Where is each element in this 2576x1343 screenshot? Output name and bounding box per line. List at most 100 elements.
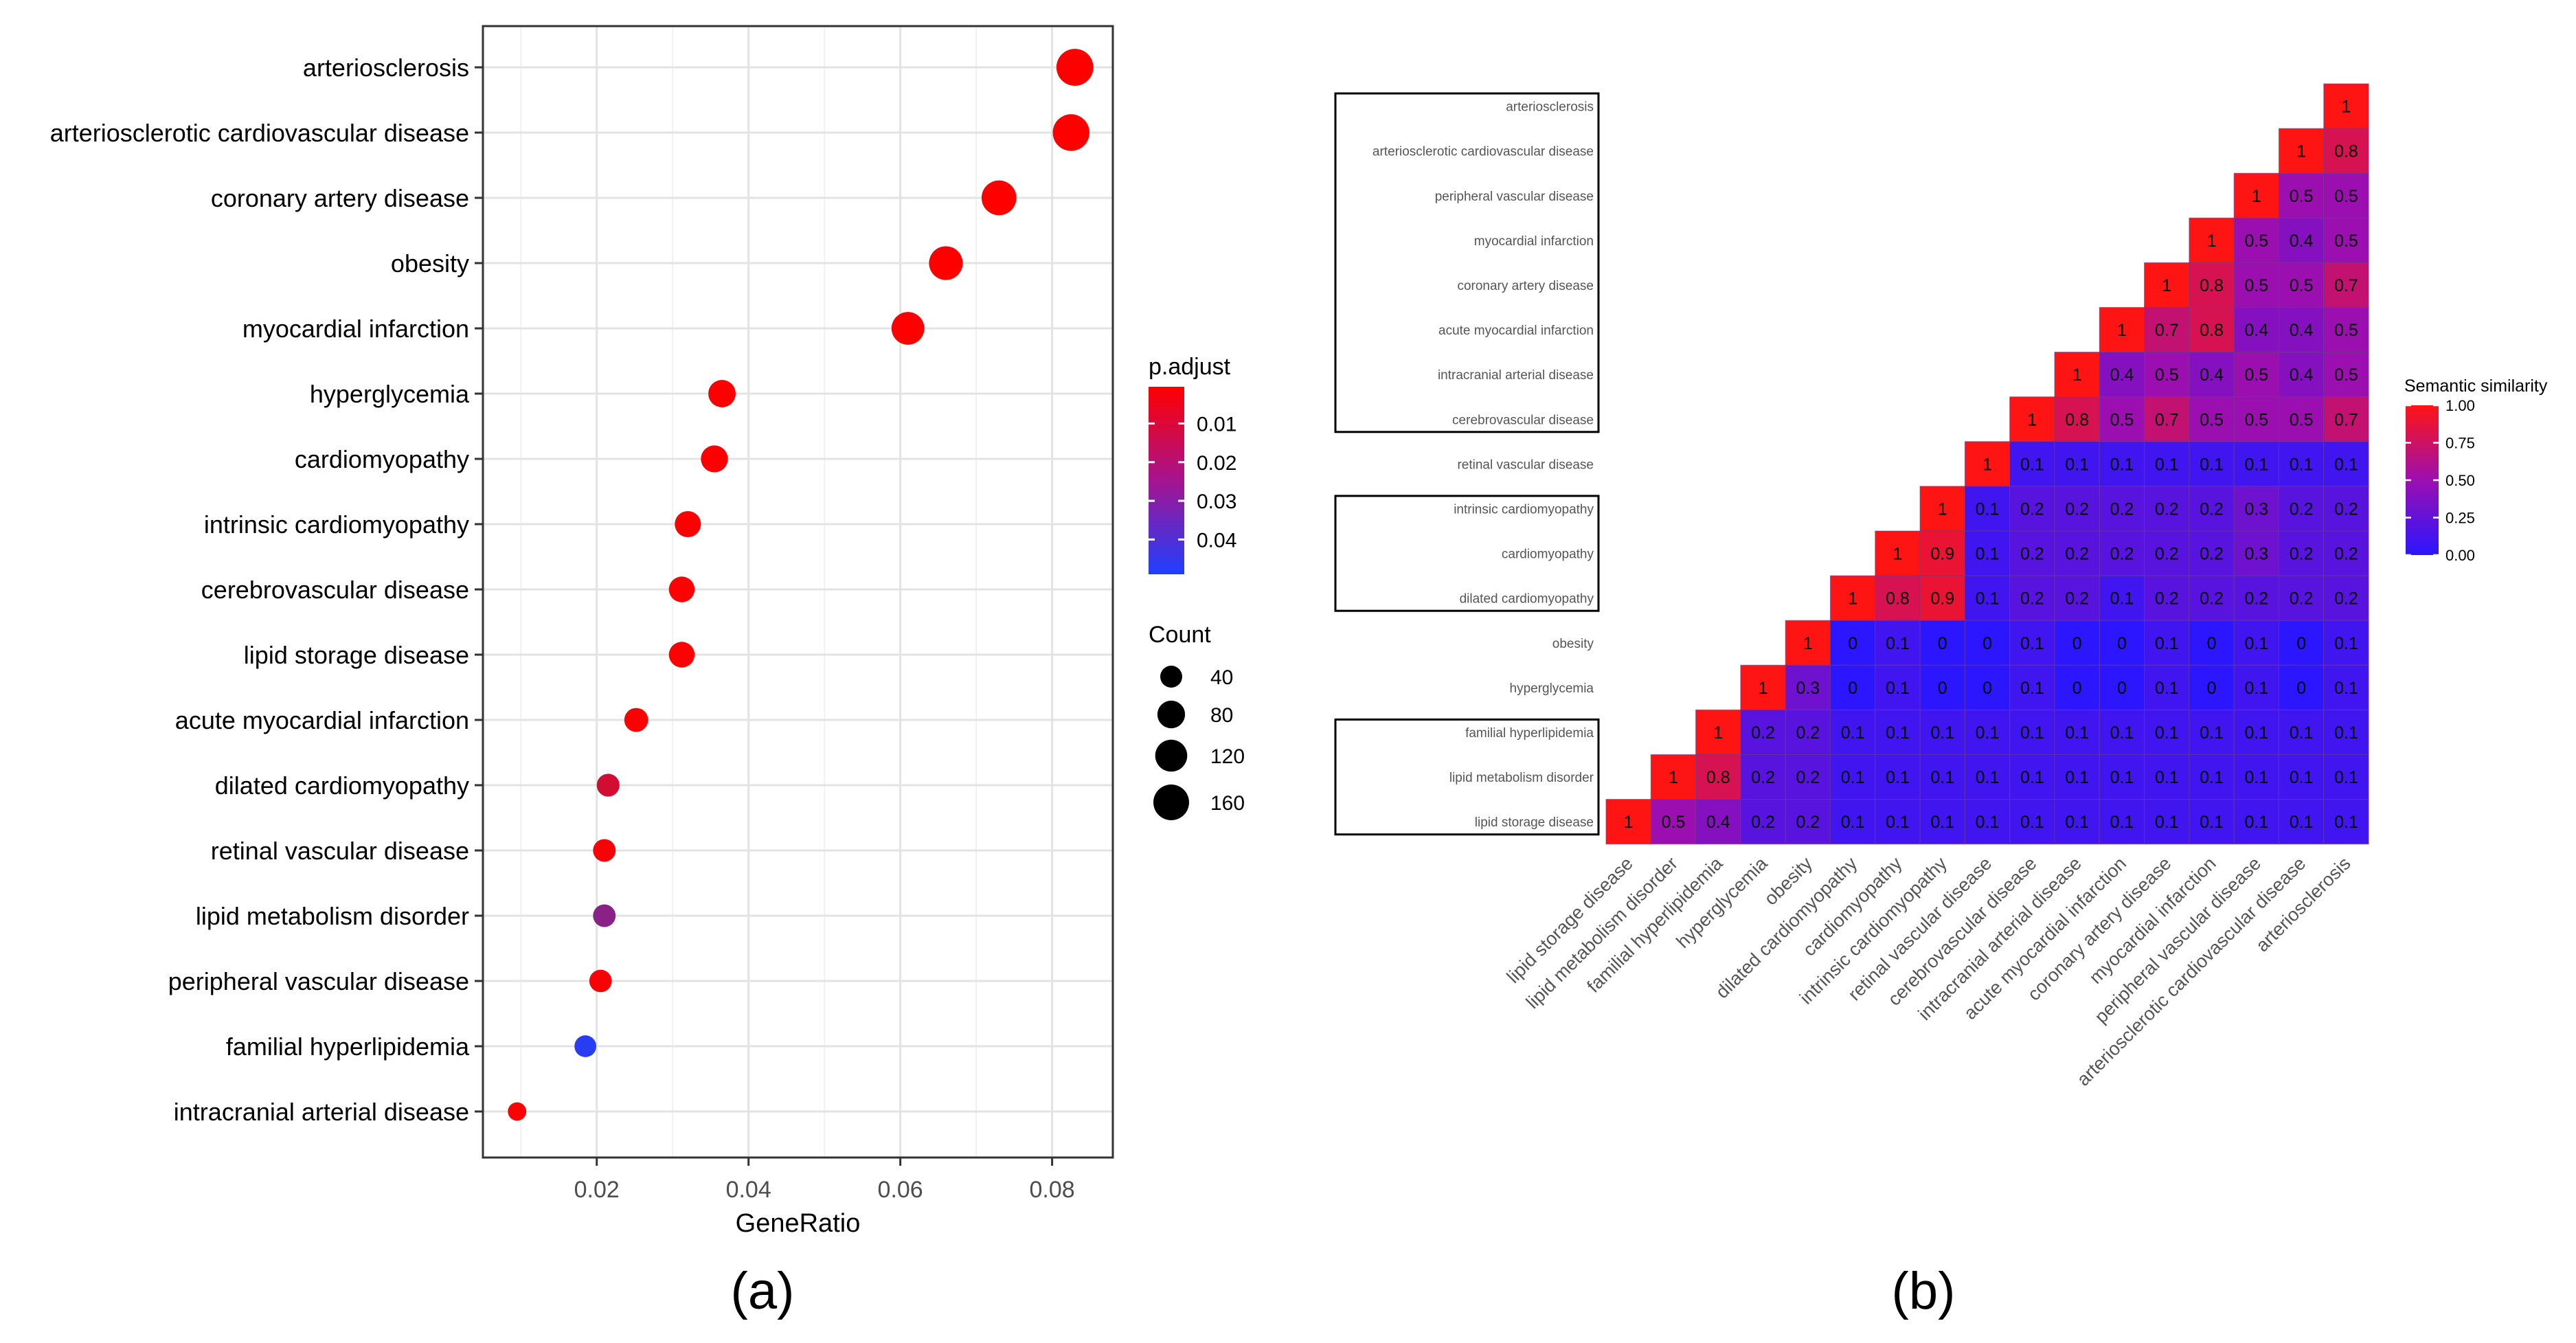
heatmap-cell-label: 0.2	[1796, 723, 1820, 743]
heatmap-cell-label: 0.5	[2110, 410, 2134, 429]
heatmap-cell	[2144, 664, 2190, 710]
data-point	[593, 839, 616, 862]
y-tick-label: dilated cardiomyopathy	[215, 771, 469, 800]
dotplot-panel: 0.02 0.04 0.06 0.08 GeneRatio arteriosclerosi…	[50, 25, 1245, 1238]
heatmap-cell	[2009, 575, 2055, 621]
color-legend-label: 0.03	[1197, 490, 1236, 513]
heatmap-cell-label: 0.8	[2200, 321, 2224, 340]
heatmap-cell-label: 0.5	[2200, 410, 2224, 429]
heatmap-cell-label: 0.2	[2200, 499, 2224, 519]
heatmap-cell	[2189, 530, 2235, 576]
heatmap-cell	[2099, 351, 2145, 398]
heatmap-cell-label: 0.3	[2244, 499, 2268, 519]
heatmap-cell	[1875, 620, 1921, 666]
heatmap-cell-label: 0.2	[1751, 723, 1775, 743]
heatmap-legend-label: 0.25	[2445, 510, 2475, 527]
heatmap-cell-label: 0.4	[2290, 321, 2314, 340]
heatmap-cell	[2323, 798, 2369, 845]
x-axis-title: GeneRatio	[736, 1209, 861, 1238]
heatmap-cell	[2323, 620, 2369, 666]
y-tick-label: familial hyperlipidemia	[226, 1032, 470, 1061]
heatmap-cell	[2144, 754, 2190, 800]
heatmap-cell	[2323, 172, 2369, 218]
heatmap-cell-label: 0	[1938, 634, 1947, 653]
heatmap-cell-label: 0	[2072, 634, 2082, 653]
heatmap-cell-label: 0.1	[2020, 634, 2044, 653]
heatmap-cell	[1964, 664, 2011, 710]
row-label: dilated cardiomyopathy	[1460, 592, 1594, 607]
heatmap-cell	[2189, 798, 2235, 845]
heatmap-legend-label: 1.00	[2445, 397, 2475, 414]
row-label: lipid metabolism disorder	[1449, 771, 1594, 785]
heatmap-cell	[2144, 709, 2190, 756]
heatmap-cell	[2233, 664, 2280, 710]
heatmap-cell-label: 0	[2117, 679, 2127, 698]
heatmap-cell-label: 0.7	[2155, 410, 2179, 429]
heatmap-cell-label: 1	[1803, 634, 1813, 653]
heatmap-cell-label: 0.9	[1930, 545, 1954, 564]
heatmap-cell-label: 0.4	[2110, 365, 2134, 385]
heatmap-cell	[1785, 754, 1831, 800]
heatmap-cell-label: 0.5	[2334, 187, 2358, 206]
heatmap-cell	[2189, 217, 2235, 263]
row-label: hyperglycemia	[1510, 681, 1594, 696]
heatmap-cell-label: 0.5	[2290, 276, 2314, 295]
heatmap-cell	[2189, 262, 2235, 308]
data-point	[1056, 49, 1094, 86]
heatmap-cell-label: 0.1	[2334, 455, 2358, 474]
data-point	[668, 576, 695, 602]
heatmap-cell-label: 0.2	[2290, 545, 2314, 564]
panel-b-label: (b)	[1892, 1262, 1956, 1320]
x-tick-label: 0.08	[1030, 1177, 1075, 1203]
heatmap-cell-label: 0.1	[2155, 634, 2179, 653]
y-tick-label: arteriosclerotic cardiovascular disease	[50, 119, 469, 147]
heatmap-cell-label: 0	[2296, 634, 2306, 653]
heatmap-cell-label: 0.1	[2290, 723, 2314, 743]
heatmap-cell-label: 0.1	[2065, 455, 2089, 474]
heatmap-cell-label: 0.1	[2065, 768, 2089, 787]
heatmap-legend-label: 0.75	[2445, 435, 2475, 452]
heatmap-cell-label: 0.2	[2290, 499, 2314, 519]
heatmap-cell-label: 0.1	[2244, 813, 2268, 832]
data-point	[675, 510, 701, 538]
heatmap-cell-label: 0.1	[1976, 723, 2000, 743]
heatmap-cell-label: 0.2	[2155, 499, 2179, 519]
y-tick-label: cardiomyopathy	[295, 445, 469, 473]
y-tick-label: hyperglycemia	[310, 380, 470, 408]
heatmap-cell-label: 0.5	[2244, 276, 2268, 295]
heatmap-cell	[2054, 664, 2100, 710]
heatmap-cell-label: 0.2	[2290, 589, 2314, 609]
heatmap-cell-label: 0.1	[2290, 455, 2314, 474]
heatmap-cell	[2323, 754, 2369, 800]
heatmap-cell-label: 0.4	[2290, 232, 2314, 251]
data-point	[1052, 114, 1089, 151]
heatmap-cell-label: 0.1	[2110, 589, 2134, 609]
heatmap-cell-label: 0.1	[2155, 679, 2179, 698]
heatmap-cell	[1919, 798, 1966, 845]
heatmap-cell-label: 0.1	[2110, 768, 2134, 787]
heatmap-cell	[1740, 709, 1786, 756]
heatmap-cell	[2233, 754, 2280, 800]
row-group-box	[1334, 495, 1600, 612]
heatmap-cell-label: 1	[1624, 813, 1634, 832]
heatmap-cell-label: 1	[1938, 499, 1947, 519]
row-label: intracranial arterial disease	[1438, 368, 1594, 383]
heatmap-cell	[2099, 306, 2145, 353]
heatmap-cell-label: 1	[2027, 410, 2037, 429]
heatmap-cell-label: 0.1	[2020, 455, 2044, 474]
heatmap-cell-label: 0.5	[2334, 365, 2358, 385]
data-point	[596, 774, 620, 797]
heatmap-cell	[2278, 128, 2325, 174]
heatmap-cell-label: 0.1	[2155, 455, 2179, 474]
heatmap-cell-label: 0.1	[2334, 634, 2358, 653]
heatmap-legend-label: 0.00	[2445, 547, 2475, 564]
heatmap-cell	[2144, 798, 2190, 845]
data-point	[589, 969, 612, 993]
heatmap-cell-label: 0.5	[2155, 365, 2179, 385]
heatmap-cell	[2189, 620, 2235, 666]
heatmap-cell	[2054, 620, 2100, 666]
heatmap-cell-label: 0.4	[2244, 321, 2268, 340]
heatmap-cell-label: 0.2	[2200, 589, 2224, 609]
heatmap-cell	[1919, 664, 1966, 710]
x-tick-label: 0.04	[726, 1177, 771, 1203]
